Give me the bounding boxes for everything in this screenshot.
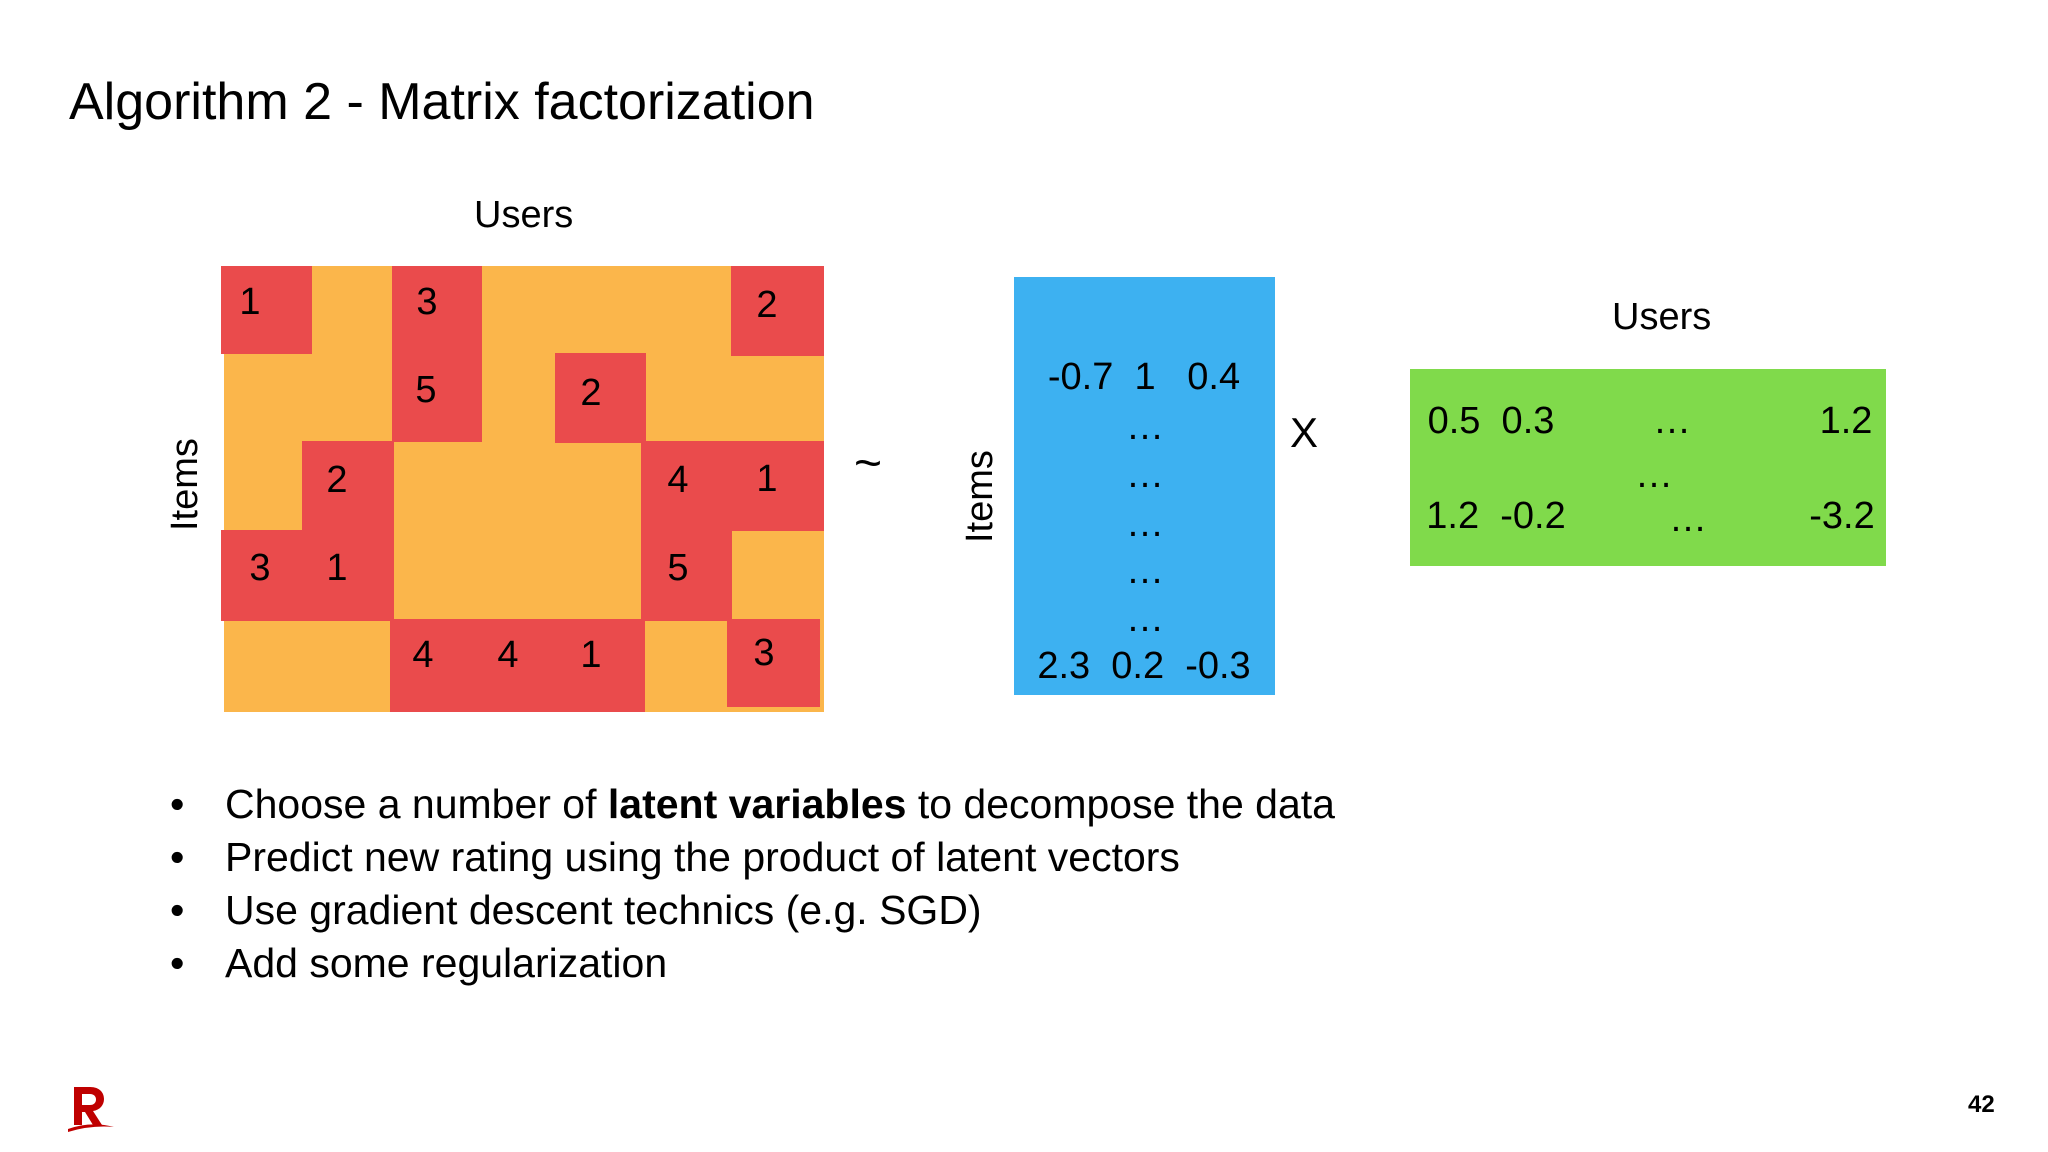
item-matrix-ellipsis: … bbox=[1126, 598, 1164, 640]
slide-title: Algorithm 2 - Matrix factorization bbox=[69, 73, 815, 131]
rating-matrix-users-label: Users bbox=[474, 194, 574, 236]
rakuten-r-logo-icon bbox=[66, 1083, 116, 1133]
rating-value: 4 bbox=[412, 634, 434, 676]
rated-cell bbox=[641, 441, 824, 531]
rating-value: 5 bbox=[415, 369, 437, 411]
rated-cell bbox=[390, 619, 645, 712]
user-matrix-row1-ellipsis: … bbox=[1653, 400, 1691, 442]
item-matrix-last-row: 2.3 0.2 -0.3 bbox=[1037, 645, 1251, 687]
rating-value: 2 bbox=[326, 459, 348, 501]
rated-cell bbox=[727, 619, 820, 707]
user-matrix-middle-ellipsis: … bbox=[1635, 454, 1673, 496]
rated-cell bbox=[302, 441, 394, 621]
item-latent-matrix: -0.7 1 0.4 … … … … … 2.3 0.2 -0.3 bbox=[1014, 277, 1275, 695]
bullet-item: • Choose a number of latent variables to … bbox=[170, 778, 1335, 831]
rated-cell bbox=[392, 266, 482, 442]
rating-value: 2 bbox=[756, 284, 778, 326]
rating-value: 3 bbox=[416, 281, 438, 323]
bullet-marker: • bbox=[170, 834, 185, 880]
user-latent-matrix: 0.5 0.3 … 1.2 … 1.2 -0.2 … -3.2 bbox=[1410, 369, 1886, 566]
rated-cell bbox=[641, 530, 732, 621]
user-matrix-users-label: Users bbox=[1612, 296, 1712, 338]
bullet-list: • Choose a number of latent variables to … bbox=[170, 778, 1335, 990]
item-matrix-ellipsis: … bbox=[1126, 454, 1164, 496]
bullet-marker: • bbox=[170, 940, 185, 986]
rating-matrix: 1 3 2 5 2 2 4 1 3 1 5 4 4 1 3 bbox=[221, 266, 824, 712]
bullet-marker: • bbox=[170, 781, 185, 827]
rating-value: 1 bbox=[580, 634, 602, 676]
bullet-marker: • bbox=[170, 887, 185, 933]
item-matrix-ellipsis: … bbox=[1126, 503, 1164, 545]
rating-value: 4 bbox=[667, 459, 689, 501]
multiply-symbol: X bbox=[1289, 409, 1319, 456]
user-matrix-row2-ellipsis: … bbox=[1669, 498, 1707, 540]
approx-symbol: ~ bbox=[853, 437, 883, 490]
user-matrix-row2-right: -3.2 bbox=[1809, 495, 1875, 537]
bullet-text: to decompose the data bbox=[906, 781, 1335, 827]
rated-cell bbox=[555, 353, 646, 443]
bullet-text: Predict new rating using the product of … bbox=[225, 834, 1180, 880]
rating-matrix-items-label: Items bbox=[164, 438, 206, 531]
bullet-item: • Use gradient descent technics (e.g. SGD… bbox=[170, 884, 1335, 937]
page-number: 42 bbox=[1968, 1091, 1995, 1118]
item-matrix-ellipsis: … bbox=[1126, 550, 1164, 592]
user-matrix-row1-left: 0.5 0.3 bbox=[1427, 400, 1555, 442]
rating-value: 1 bbox=[239, 281, 261, 323]
item-matrix-ellipsis: … bbox=[1126, 406, 1164, 448]
rating-value: 3 bbox=[249, 547, 271, 589]
bullet-text: Add some regularization bbox=[225, 940, 668, 986]
item-matrix-first-row: -0.7 1 0.4 bbox=[1047, 356, 1241, 398]
bullet-item: • Add some regularization bbox=[170, 937, 1335, 990]
rating-value: 2 bbox=[580, 372, 602, 414]
bullet-item: • Predict new rating using the product of… bbox=[170, 831, 1335, 884]
rating-value: 1 bbox=[326, 547, 348, 589]
rated-cell bbox=[221, 530, 311, 621]
rating-value: 3 bbox=[753, 632, 775, 674]
rated-cell bbox=[731, 266, 824, 356]
bullet-bold-text: latent variables bbox=[607, 781, 907, 827]
rating-value: 4 bbox=[497, 634, 519, 676]
bullet-text: Use gradient descent technics (e.g. SGD) bbox=[225, 887, 982, 933]
user-matrix-row1-right: 1.2 bbox=[1819, 400, 1873, 442]
rating-value: 5 bbox=[667, 547, 689, 589]
bullet-text: Choose a number of bbox=[225, 781, 608, 827]
user-matrix-row2-left: 1.2 -0.2 bbox=[1426, 495, 1566, 537]
rating-value: 1 bbox=[756, 458, 778, 500]
rated-cell bbox=[221, 266, 312, 354]
item-matrix-items-label: Items bbox=[959, 450, 1001, 543]
